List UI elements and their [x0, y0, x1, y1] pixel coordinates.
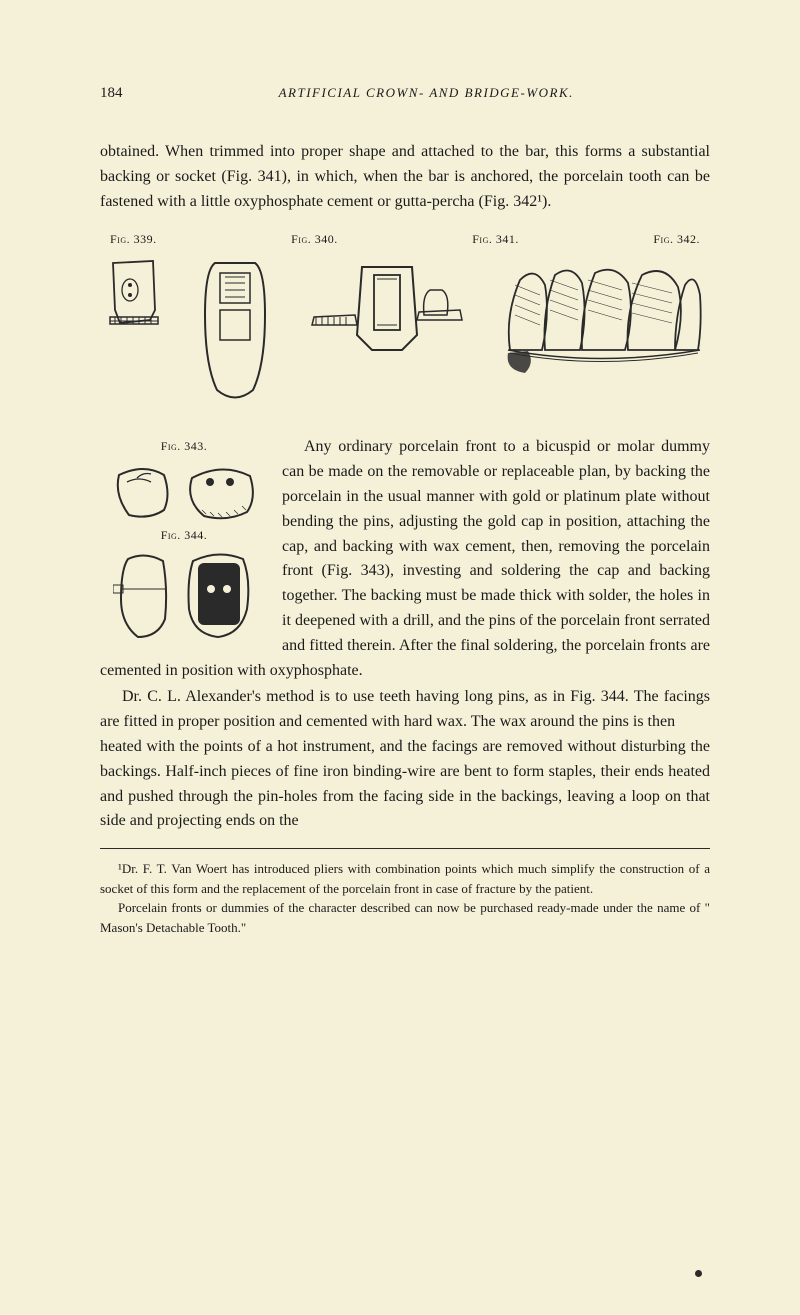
fig-label-341: Fig. 341.	[472, 232, 519, 247]
footnote-1: ¹Dr. F. T. Van Woert has introduced plie…	[100, 859, 710, 898]
header-title: ARTIFICIAL CROWN- AND BRIDGE-WORK.	[123, 85, 711, 101]
tooth-illustration-344a	[113, 549, 175, 641]
paragraph-1: obtained. When trimmed into proper shape…	[100, 140, 710, 214]
wrap-section: Fig. 343. Fig. 344.	[100, 435, 710, 834]
fig-label-342: Fig. 342.	[653, 232, 700, 247]
fig-label-339: Fig. 339.	[110, 232, 157, 247]
paragraph-3b: heated with the points of a hot instrume…	[100, 735, 710, 834]
tooth-illustration-341	[302, 255, 472, 370]
paragraph-3a: Dr. C. L. Alexander's method is to use t…	[100, 685, 710, 735]
floated-figure-block: Fig. 343. Fig. 344.	[100, 439, 268, 641]
tooth-illustration-343b	[182, 460, 260, 522]
fig-label-340: Fig. 340.	[291, 232, 338, 247]
tooth-illustration-342	[500, 255, 705, 380]
page-number: 184	[100, 85, 123, 102]
figure-labels-row: Fig. 339. Fig. 340. Fig. 341. Fig. 342.	[100, 232, 710, 247]
tooth-illustration-340	[195, 255, 275, 405]
fig-label-344: Fig. 344.	[100, 528, 268, 543]
illustrations-row-1	[100, 255, 710, 405]
ink-spot	[695, 1270, 702, 1277]
footnote-2: Porcelain fronts or dummies of the chara…	[100, 898, 710, 937]
illustrations-344	[100, 549, 268, 641]
illustrations-343	[100, 460, 268, 522]
tooth-illustration-339	[105, 255, 167, 370]
tooth-illustration-343a	[109, 460, 174, 522]
page-header: 184 ARTIFICIAL CROWN- AND BRIDGE-WORK.	[100, 85, 710, 102]
footnote-rule	[100, 848, 710, 849]
tooth-illustration-344b	[183, 549, 255, 641]
fig-label-343: Fig. 343.	[100, 439, 268, 454]
